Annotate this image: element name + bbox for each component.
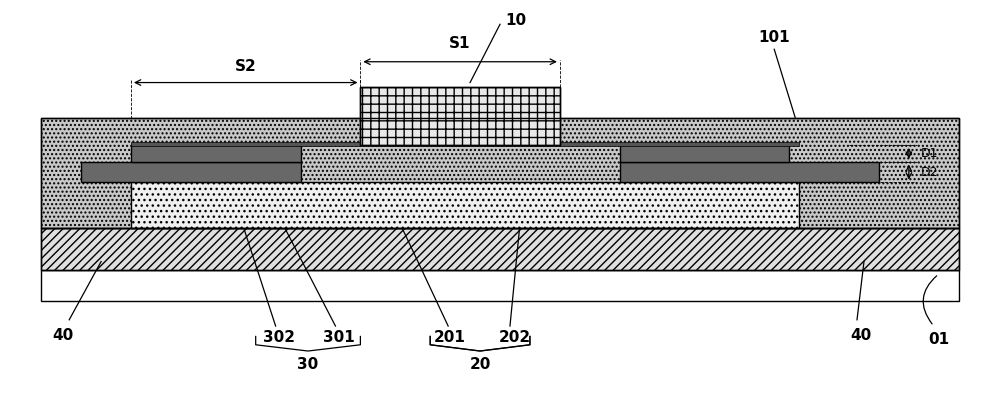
- Text: 40: 40: [850, 328, 872, 343]
- Text: S2: S2: [235, 59, 257, 74]
- Bar: [41, 118, 959, 228]
- Text: 302: 302: [263, 330, 295, 345]
- Text: 30: 30: [297, 357, 319, 372]
- Text: S1: S1: [449, 36, 471, 52]
- Bar: [620, 162, 879, 182]
- Bar: [41, 228, 959, 270]
- Bar: [131, 145, 301, 162]
- Bar: [360, 87, 560, 145]
- Text: 40: 40: [53, 328, 74, 343]
- Text: 301: 301: [323, 330, 354, 345]
- Bar: [360, 87, 560, 145]
- Bar: [131, 182, 799, 228]
- Bar: [41, 118, 959, 228]
- Bar: [81, 162, 301, 182]
- Text: D2: D2: [921, 166, 938, 178]
- Text: 20: 20: [469, 357, 491, 372]
- Text: 202: 202: [499, 330, 531, 345]
- Bar: [41, 270, 959, 301]
- Text: 101: 101: [758, 30, 790, 45]
- Text: 201: 201: [434, 330, 466, 345]
- Bar: [131, 142, 799, 146]
- Text: 10: 10: [505, 13, 526, 28]
- Text: 01: 01: [928, 332, 949, 347]
- Bar: [620, 145, 789, 162]
- Text: D1: D1: [921, 147, 938, 160]
- Bar: [41, 228, 959, 270]
